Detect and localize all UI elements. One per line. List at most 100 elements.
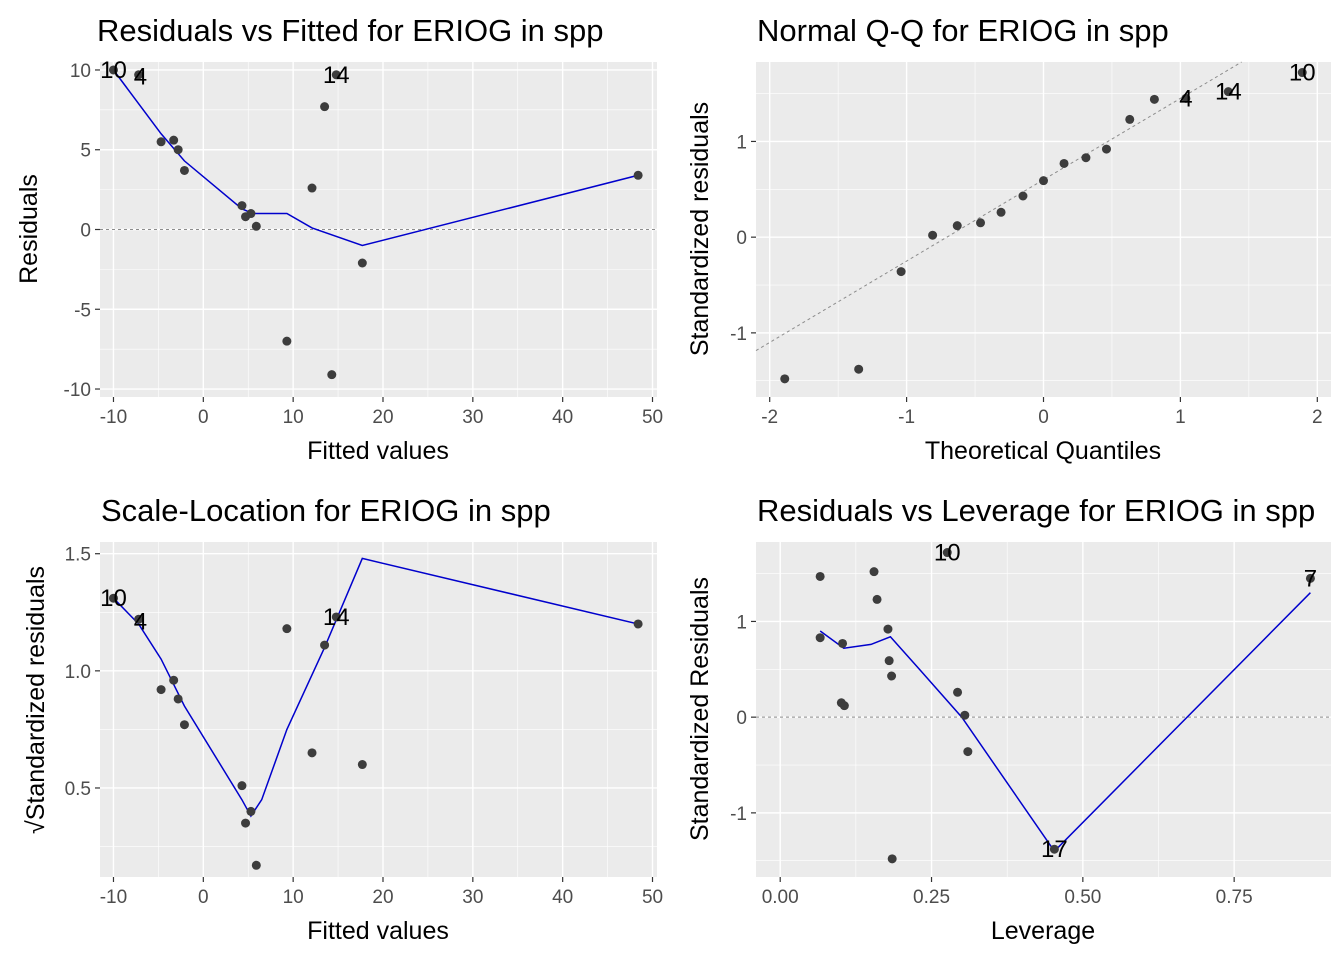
grid-lines	[756, 542, 1331, 877]
plot-panel-normal-qq: 4 14 10 -2 -1 0 1 2 -1 0 1 Normal Q-Q for ERIOG …	[686, 13, 1331, 465]
x-tick-label: 30	[462, 407, 483, 428]
y-axis-label: √Standardized residuals	[22, 566, 50, 834]
point-label: 4	[134, 609, 147, 636]
data-point	[1049, 844, 1059, 854]
data-point	[942, 548, 952, 558]
data-point	[963, 747, 973, 757]
data-point	[1059, 158, 1069, 168]
data-point	[960, 710, 970, 720]
data-point	[896, 267, 906, 277]
y-tick-label: 1.5	[65, 545, 91, 566]
x-axis-label: Leverage	[991, 917, 1095, 945]
data-point	[887, 854, 897, 864]
data-point	[134, 70, 144, 80]
qq-reference-line	[755, 61, 1242, 352]
x-tick-label: -2	[761, 407, 778, 428]
data-points-group	[780, 68, 1307, 384]
point-labels-group: 4 14 10	[1179, 60, 1315, 113]
x-tick-label: 50	[642, 407, 663, 428]
x-tick-labels-group: -10 0 10 20 30 40 50	[100, 877, 663, 908]
plot-panel-scale-location: 10 4 14 -10 0 10 20 30 40 50 0.5 1.0 1.5 Scale-Loc…	[22, 493, 663, 945]
x-tick-label: 20	[372, 407, 393, 428]
grid-lines	[756, 62, 1331, 397]
y-axis-label: Standardized residuals	[686, 102, 714, 356]
y-tick-label: 1.0	[65, 662, 91, 683]
data-point	[996, 207, 1006, 217]
y-axis-label: Standardized Residuals	[686, 577, 714, 841]
x-axis-label: Fitted values	[307, 917, 449, 945]
smooth-trend-line	[819, 592, 1311, 853]
point-labels-group: 10 4 14	[100, 585, 350, 635]
data-point	[320, 102, 330, 112]
data-point	[331, 612, 341, 622]
data-point	[928, 230, 938, 240]
smooth-line-group	[819, 592, 1311, 853]
plot-panel-residuals-vs-leverage: 10 17 7 0.00 0.25 0.50 0.75 -1 0 1 Residuals vs…	[686, 493, 1331, 945]
point-labels-group: 10 4 14	[100, 57, 350, 90]
plot-panel-residuals-vs-fitted: 10 4 14 -10 0 10 20 30 40 50 -10 -5 0 5 10 Residuals…	[15, 13, 663, 465]
data-point	[883, 624, 893, 634]
data-point	[282, 624, 292, 634]
x-tick-label: 50	[642, 887, 663, 908]
x-axis-label: Theoretical Quantiles	[925, 437, 1161, 465]
data-point	[1297, 68, 1307, 78]
data-point	[173, 145, 183, 155]
x-tick-labels-group: 0.00 0.25 0.50 0.75	[762, 877, 1253, 908]
data-point	[108, 65, 118, 75]
plot-title: Residuals vs Leverage for ERIOG in spp	[757, 493, 1315, 528]
y-tick-label: 0	[736, 708, 747, 729]
x-tick-label: 10	[283, 887, 304, 908]
data-point	[780, 374, 790, 384]
x-tick-label: -10	[100, 887, 127, 908]
data-point	[134, 614, 144, 624]
y-tick-labels-group: -1 0 1	[730, 132, 756, 345]
x-tick-label: 10	[283, 407, 304, 428]
data-point	[1125, 114, 1135, 124]
data-points-group	[108, 593, 643, 870]
point-label: 14	[323, 604, 350, 631]
point-label: 14	[323, 62, 350, 89]
x-tick-label: 20	[372, 887, 393, 908]
y-tick-label: 1	[736, 132, 747, 153]
data-point	[331, 70, 341, 80]
y-tick-label: 10	[70, 61, 91, 82]
data-point	[357, 258, 367, 268]
y-tick-label: -1	[730, 804, 747, 825]
data-point	[1018, 191, 1028, 201]
x-tick-label: -10	[100, 407, 127, 428]
data-point	[839, 701, 849, 711]
data-point	[169, 675, 179, 685]
x-tick-label: 0.00	[762, 887, 799, 908]
x-tick-label: 40	[552, 887, 573, 908]
x-tick-label: 40	[552, 407, 573, 428]
data-point	[307, 183, 317, 193]
data-point	[1181, 93, 1191, 103]
data-point	[246, 209, 256, 219]
x-axis-label: Fitted values	[307, 437, 449, 465]
point-label: 10	[100, 57, 127, 84]
y-tick-labels-group: -10 -5 0 5 10	[64, 61, 100, 401]
data-point	[838, 638, 848, 648]
point-label: 10	[100, 585, 127, 612]
data-point	[108, 593, 118, 603]
point-label: 14	[1215, 79, 1242, 106]
x-tick-label: 0	[198, 887, 209, 908]
plot-area-background	[756, 542, 1331, 877]
y-tick-label: 1	[736, 612, 747, 633]
x-tick-label: 0	[1038, 407, 1049, 428]
data-point	[1081, 153, 1091, 163]
data-point	[169, 135, 179, 145]
point-labels-group: 10 17 7	[934, 540, 1317, 864]
data-point	[357, 760, 367, 770]
data-point	[884, 656, 894, 666]
data-point	[282, 336, 292, 346]
y-tick-label: 0	[80, 221, 91, 242]
x-tick-label: 2	[1312, 407, 1323, 428]
point-label: 10	[934, 540, 961, 567]
x-tick-label: 0.50	[1064, 887, 1101, 908]
reference-line-group	[755, 61, 1242, 352]
data-point	[815, 633, 825, 643]
data-point	[952, 221, 962, 231]
data-point	[246, 806, 256, 816]
